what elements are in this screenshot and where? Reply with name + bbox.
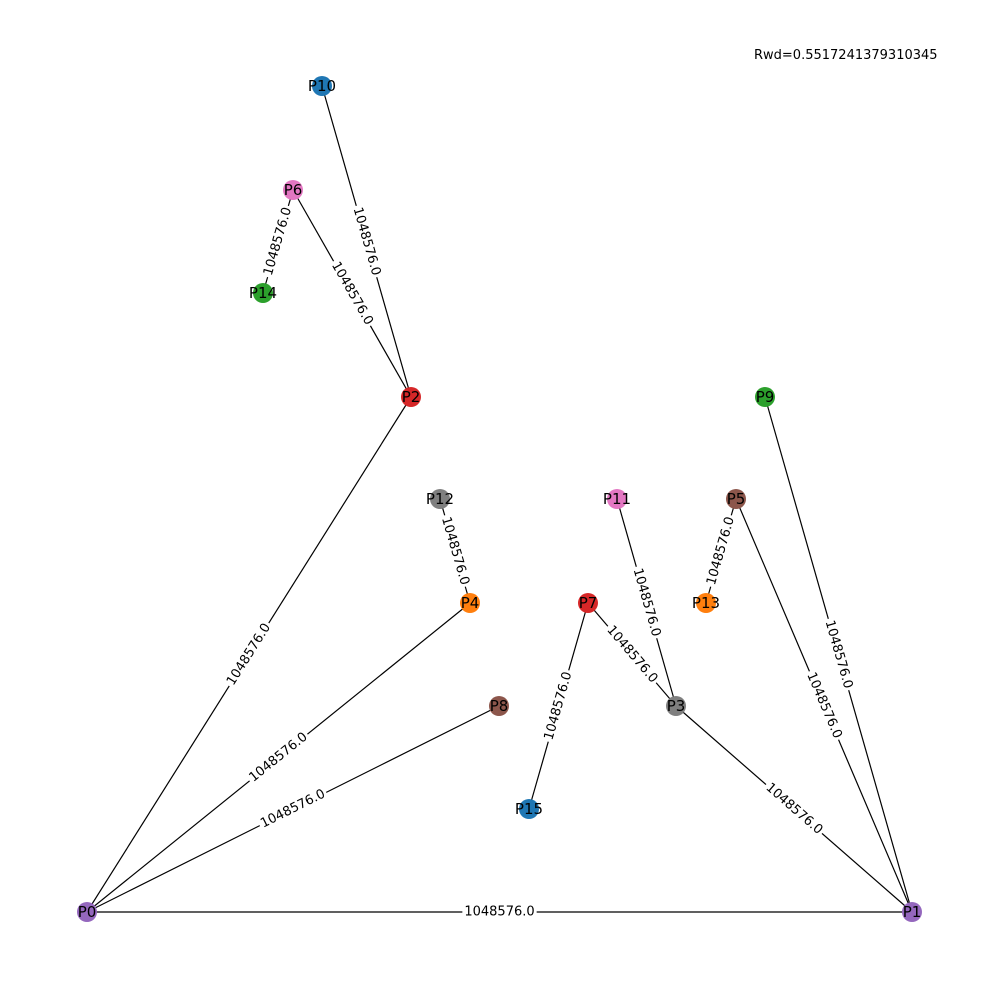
node-label: P14 bbox=[249, 284, 277, 302]
node-circle bbox=[489, 696, 509, 716]
node-p0: P0 bbox=[77, 902, 97, 922]
edge-label-text: 1048576.0 bbox=[763, 780, 826, 838]
node-p11: P11 bbox=[603, 489, 631, 509]
edge-label-P11-P3: 1048576.0 bbox=[628, 564, 665, 641]
node-circle bbox=[430, 489, 450, 509]
node-p10: P10 bbox=[308, 76, 336, 96]
node-p8: P8 bbox=[489, 696, 509, 716]
edge-label-P0-P4: 1048576.0 bbox=[244, 727, 313, 788]
node-p4: P4 bbox=[460, 593, 480, 613]
edge-label-background bbox=[255, 784, 331, 834]
node-p13: P13 bbox=[692, 593, 720, 613]
edge-label-background bbox=[259, 203, 297, 280]
node-p2: P2 bbox=[401, 387, 421, 407]
edge-label-P0-P8: 1048576.0 bbox=[255, 784, 331, 834]
edge-label-background bbox=[702, 512, 740, 590]
node-p9: P9 bbox=[755, 387, 775, 407]
node-label: P6 bbox=[284, 181, 303, 199]
edge-label-background bbox=[628, 564, 665, 641]
edge-label-text: 1048576.0 bbox=[822, 619, 856, 691]
edge-label-P7-P15: 1048576.0 bbox=[540, 667, 577, 745]
node-label: P0 bbox=[78, 903, 97, 921]
node-label: P8 bbox=[490, 697, 509, 715]
edge-label-background bbox=[601, 620, 663, 689]
nodes-layer: P0 P1 P2 P3 P4 P5 P6 P7 P8 P9 P10 P11 P12 P13 P14 P15 bbox=[77, 76, 922, 922]
node-label: P7 bbox=[579, 594, 598, 612]
edge-label-text: 1048576.0 bbox=[350, 206, 384, 278]
node-circle bbox=[696, 593, 716, 613]
edge-label-P6-P14: 1048576.0 bbox=[259, 203, 297, 280]
edge-label-background bbox=[540, 667, 577, 745]
node-circle bbox=[666, 696, 686, 716]
node-label: P12 bbox=[426, 490, 454, 508]
edge-label-text: 1048576.0 bbox=[464, 905, 534, 920]
node-circle bbox=[607, 489, 627, 509]
node-p14: P14 bbox=[249, 283, 277, 303]
node-p7: P7 bbox=[578, 593, 598, 613]
edge-label-text: 1048576.0 bbox=[246, 730, 310, 786]
node-label: P15 bbox=[515, 800, 543, 818]
node-circle bbox=[578, 593, 598, 613]
edge-label-text: 1048576.0 bbox=[438, 515, 472, 587]
node-circle bbox=[755, 387, 775, 407]
node-p12: P12 bbox=[426, 489, 454, 509]
edge-label-P2-P10: 1048576.0 bbox=[348, 203, 385, 280]
node-label: P9 bbox=[756, 388, 775, 406]
node-p15: P15 bbox=[515, 799, 543, 819]
edge-label-P0-P1: 1048576.0 bbox=[462, 903, 537, 921]
node-label: P5 bbox=[727, 490, 746, 508]
edge-label-background bbox=[801, 667, 847, 744]
node-label: P4 bbox=[461, 594, 480, 612]
edge-label-background bbox=[462, 903, 537, 921]
node-circle bbox=[460, 593, 480, 613]
node-label: P1 bbox=[903, 903, 922, 921]
node-circle bbox=[401, 387, 421, 407]
node-p3: P3 bbox=[666, 696, 686, 716]
node-circle bbox=[77, 902, 97, 922]
node-label: P10 bbox=[308, 77, 336, 95]
edge-label-P9-P1: 1048576.0 bbox=[820, 616, 857, 693]
node-label: P2 bbox=[402, 388, 421, 406]
edge-label-text: 1048576.0 bbox=[224, 621, 274, 689]
edge-label-background bbox=[326, 257, 378, 330]
edge-label-text: 1048576.0 bbox=[261, 206, 295, 278]
node-p5: P5 bbox=[726, 489, 746, 509]
edge-label-P12-P4: 1048576.0 bbox=[436, 512, 474, 590]
edge-label-background bbox=[820, 616, 857, 693]
edge-label-background bbox=[436, 512, 474, 590]
edge-label-P5-P13: 1048576.0 bbox=[702, 512, 740, 590]
edge-label-background bbox=[244, 727, 313, 788]
edge-label-P3-P1: 1048576.0 bbox=[760, 778, 828, 840]
edge-label-background bbox=[760, 778, 828, 840]
reward-text: Rwd=0.5517241379310345 bbox=[754, 48, 938, 63]
node-circle bbox=[902, 902, 922, 922]
edge-label-text: 1048576.0 bbox=[258, 787, 328, 832]
edge-label-text: 1048576.0 bbox=[630, 567, 664, 639]
edge-label-background bbox=[348, 203, 385, 280]
node-label: P3 bbox=[667, 697, 686, 715]
node-label: P11 bbox=[603, 490, 631, 508]
edge-label-background bbox=[222, 618, 276, 691]
node-circle bbox=[283, 180, 303, 200]
node-circle bbox=[726, 489, 746, 509]
edge-label-text: 1048576.0 bbox=[704, 515, 738, 587]
edges-layer bbox=[86, 85, 913, 913]
edge-label-text: 1048576.0 bbox=[542, 670, 576, 742]
node-circle bbox=[519, 799, 539, 819]
node-p6: P6 bbox=[283, 180, 303, 200]
node-circle bbox=[312, 76, 332, 96]
node-p1: P1 bbox=[902, 902, 922, 922]
edge-label-P0-P2: 1048576.0 bbox=[222, 618, 276, 691]
node-circle bbox=[253, 283, 273, 303]
node-label: P13 bbox=[692, 594, 720, 612]
